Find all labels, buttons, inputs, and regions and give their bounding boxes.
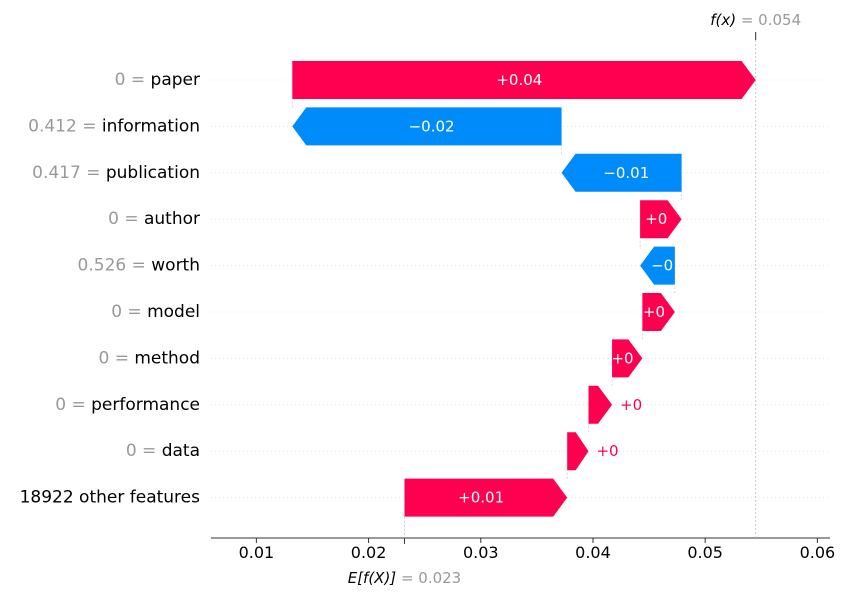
feature-value: 0 = — [98, 348, 134, 368]
feature-label: 0.526 = worth — [78, 256, 200, 276]
bar-information — [292, 107, 562, 146]
feature-name: method — [134, 348, 200, 368]
bar-method — [612, 339, 643, 378]
bar-value-label: +0.04 — [496, 71, 542, 89]
annotations: f(x) = 0.054 E[f(X)] = 0.023 — [348, 11, 801, 587]
x-tick-label: 0.05 — [687, 543, 723, 562]
feature-value: 0 = — [126, 441, 162, 461]
feature-name: publication — [106, 163, 200, 183]
base-math: E[f(X)] — [348, 569, 401, 587]
x-tick-label: 0.03 — [463, 543, 499, 562]
feature-name: 18922 other features — [20, 488, 201, 508]
feature-value: 0 = — [108, 209, 144, 229]
bar-author — [640, 200, 682, 239]
bar-value-label: +0 — [611, 349, 633, 367]
x-tick-label: 0.06 — [800, 543, 836, 562]
feature-name: paper — [151, 70, 200, 90]
feature-label: 0 = paper — [115, 70, 200, 90]
bar-18922-other-features — [404, 478, 568, 517]
feature-value: 0.417 = — [32, 163, 106, 183]
feature-label: 0.412 = information — [28, 116, 200, 136]
base-label: E[f(X)] = 0.023 — [348, 569, 462, 587]
feature-value: 0 = — [55, 395, 91, 415]
bar-value-label: +0 — [645, 210, 667, 228]
feature-label: 0 = performance — [55, 395, 200, 415]
feature-name: performance — [91, 395, 200, 415]
feature-value: 0.526 = — [78, 256, 152, 276]
feature-name: author — [144, 209, 200, 229]
feature-name: model — [147, 302, 200, 322]
feature-label: 0 = model — [111, 302, 200, 322]
feature-name: worth — [151, 256, 200, 276]
fx-math: f(x) — [710, 11, 741, 29]
feature-value: 0 = — [115, 70, 151, 90]
x-tick-label: 0.01 — [239, 543, 275, 562]
feature-name: information — [102, 116, 200, 136]
x-axis: 0.01 0.02 0.03 0.04 0.05 0.06 — [211, 537, 836, 562]
bar-publication — [561, 153, 682, 192]
feature-label: 0 = author — [108, 209, 200, 229]
bars: +0.04 −0.02 −0.01 +0 −0 +0 +0 +0 +0 +0.01 — [292, 61, 756, 517]
bar-value-label: −0 — [651, 257, 673, 275]
connector-lines — [291, 99, 682, 479]
feature-label: 18922 other features — [20, 488, 201, 508]
bar-data — [567, 432, 589, 471]
base-value: = 0.023 — [401, 569, 461, 587]
bar-model — [642, 293, 675, 331]
x-tick-label: 0.02 — [351, 543, 387, 562]
bar-value-label: −0.01 — [603, 164, 649, 182]
feature-value: 0.412 = — [28, 116, 102, 136]
bar-value-label: +0 — [596, 442, 618, 460]
x-tick-label: 0.04 — [575, 543, 611, 562]
bar-performance — [588, 385, 613, 424]
bar-value-label: +0 — [620, 396, 642, 414]
bar-value-label: +0.01 — [458, 489, 504, 507]
bar-value-label: −0.02 — [409, 117, 455, 135]
fx-label: f(x) = 0.054 — [710, 11, 801, 29]
feature-label: 0 = data — [126, 441, 200, 461]
feature-label: 0.417 = publication — [32, 163, 200, 183]
feature-name: data — [162, 441, 200, 461]
feature-value: 0 = — [111, 302, 147, 322]
bar-paper — [292, 61, 756, 99]
bar-worth — [640, 246, 675, 285]
feature-labels: 0 = paper 0.412 = information 0.417 = publ… — [20, 70, 201, 508]
fx-value: = 0.054 — [741, 11, 801, 29]
feature-label: 0 = method — [98, 348, 200, 368]
bar-value-label: +0 — [643, 303, 665, 321]
